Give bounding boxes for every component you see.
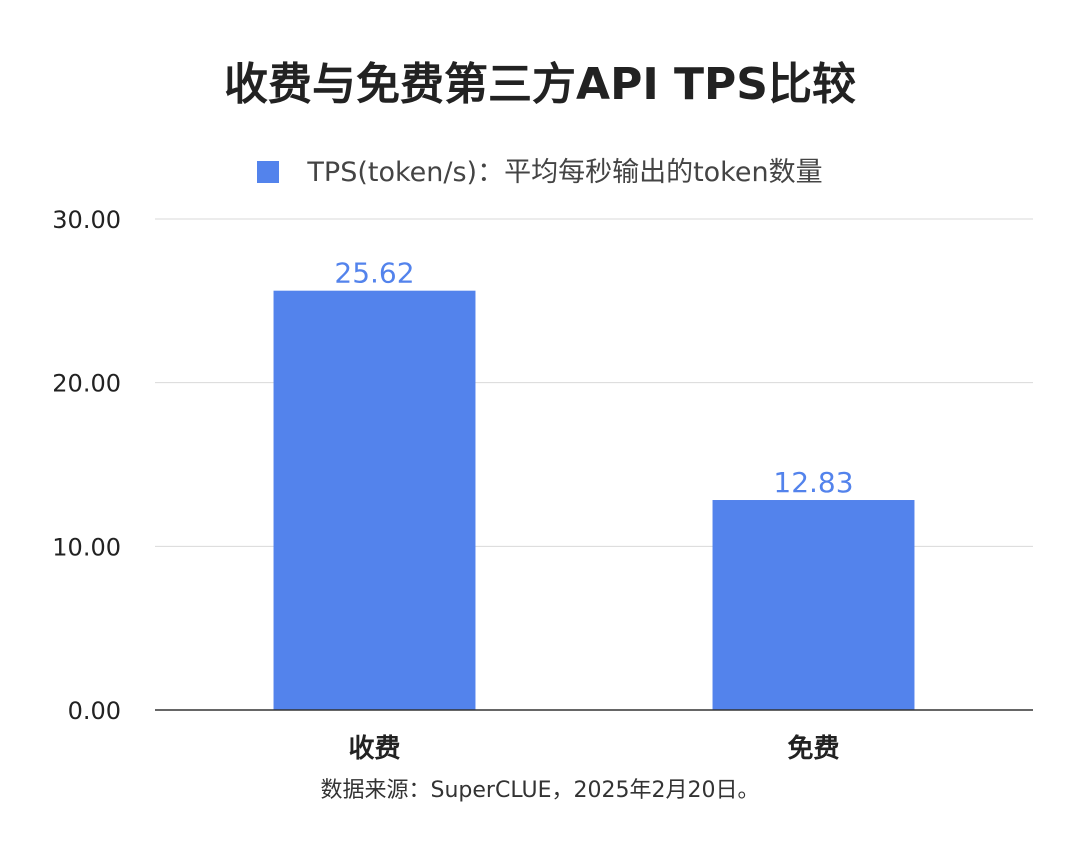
chart-title: 收费与免费第三方API TPS比较 <box>224 59 856 110</box>
y-tick-label: 30.00 <box>52 206 121 234</box>
bars <box>273 290 915 710</box>
data-labels: 25.62 12.83 <box>334 257 853 499</box>
y-tick-label: 0.00 <box>68 697 121 725</box>
x-axis-labels: 收费 免费 <box>348 733 839 764</box>
data-label: 12.83 <box>773 466 853 499</box>
y-tick-label: 20.00 <box>52 370 121 398</box>
y-tick-label: 10.00 <box>52 533 121 561</box>
x-category-label: 免费 <box>787 733 839 764</box>
bar <box>712 500 915 710</box>
x-category-label: 收费 <box>348 734 400 764</box>
legend-swatch <box>257 161 280 183</box>
y-axis-ticks: 0.00 10.00 20.00 30.00 <box>52 206 121 725</box>
legend: TPS(token/s)：平均每秒输出的token数量 <box>0 150 1080 189</box>
legend-label: TPS(token/s)：平均每秒输出的token数量 <box>307 157 823 188</box>
data-label: 25.62 <box>334 257 414 290</box>
source-note: 数据来源：SuperCLUE，2025年2月20日。 <box>320 778 760 803</box>
bar <box>273 290 476 710</box>
